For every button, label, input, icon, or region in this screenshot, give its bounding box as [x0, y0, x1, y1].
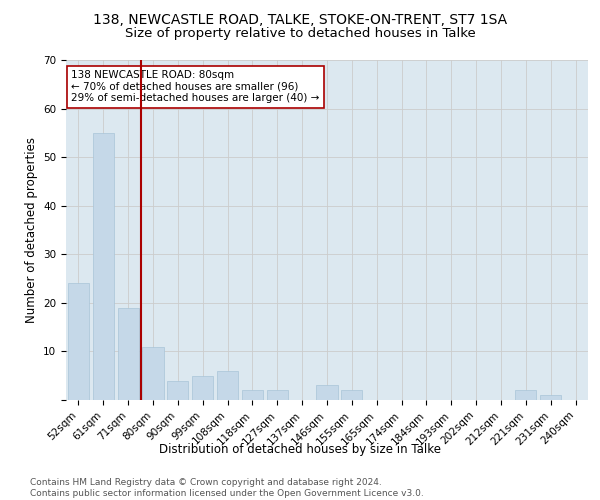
Bar — [341, 390, 362, 400]
Bar — [68, 284, 89, 400]
Bar — [515, 390, 536, 400]
Bar — [267, 390, 288, 400]
Text: 138, NEWCASTLE ROAD, TALKE, STOKE-ON-TRENT, ST7 1SA: 138, NEWCASTLE ROAD, TALKE, STOKE-ON-TRE… — [93, 12, 507, 26]
Text: 138 NEWCASTLE ROAD: 80sqm
← 70% of detached houses are smaller (96)
29% of semi-: 138 NEWCASTLE ROAD: 80sqm ← 70% of detac… — [71, 70, 320, 103]
Text: Contains HM Land Registry data © Crown copyright and database right 2024.
Contai: Contains HM Land Registry data © Crown c… — [30, 478, 424, 498]
Bar — [142, 346, 164, 400]
Bar — [167, 380, 188, 400]
Bar — [118, 308, 139, 400]
Bar — [242, 390, 263, 400]
Bar — [316, 386, 338, 400]
Bar — [540, 395, 561, 400]
Text: Size of property relative to detached houses in Talke: Size of property relative to detached ho… — [125, 28, 475, 40]
Bar — [192, 376, 213, 400]
Y-axis label: Number of detached properties: Number of detached properties — [25, 137, 38, 323]
Text: Distribution of detached houses by size in Talke: Distribution of detached houses by size … — [159, 442, 441, 456]
Bar — [217, 371, 238, 400]
Bar — [93, 133, 114, 400]
